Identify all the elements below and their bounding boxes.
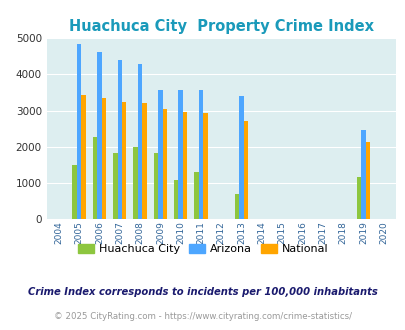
Legend: Huachuca City, Arizona, National: Huachuca City, Arizona, National — [73, 239, 332, 258]
Bar — [202, 114, 207, 219]
Bar — [194, 172, 198, 219]
Bar — [117, 60, 121, 219]
Bar — [162, 109, 167, 219]
Bar — [356, 177, 360, 219]
Bar — [173, 180, 178, 219]
Bar — [138, 64, 142, 219]
Bar — [101, 98, 106, 219]
Bar — [360, 130, 365, 219]
Bar — [113, 153, 117, 219]
Bar — [92, 137, 97, 219]
Bar — [158, 90, 162, 219]
Text: © 2025 CityRating.com - https://www.cityrating.com/crime-statistics/: © 2025 CityRating.com - https://www.city… — [54, 312, 351, 321]
Bar — [182, 112, 187, 219]
Bar — [239, 96, 243, 219]
Bar — [234, 194, 239, 219]
Bar — [122, 102, 126, 219]
Bar — [97, 52, 101, 219]
Bar — [133, 147, 138, 219]
Bar — [153, 153, 158, 219]
Bar — [81, 95, 85, 219]
Bar — [364, 142, 369, 219]
Bar — [142, 103, 146, 219]
Bar — [77, 45, 81, 219]
Bar — [198, 90, 203, 219]
Bar — [72, 165, 77, 219]
Text: Crime Index corresponds to incidents per 100,000 inhabitants: Crime Index corresponds to incidents per… — [28, 287, 377, 297]
Bar — [243, 121, 247, 219]
Title: Huachuca City  Property Crime Index: Huachuca City Property Crime Index — [68, 19, 373, 34]
Bar — [178, 90, 182, 219]
